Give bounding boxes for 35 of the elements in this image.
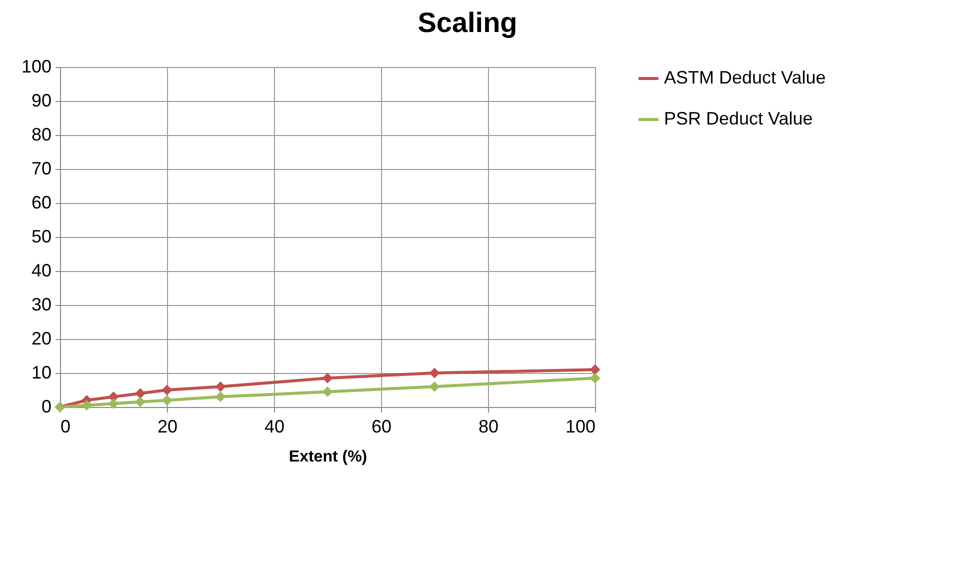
point xyxy=(429,381,440,392)
point xyxy=(108,398,119,409)
x-tick-label: 0 xyxy=(60,416,71,436)
y-tick-label: 50 xyxy=(31,226,52,246)
y-tick-label: 70 xyxy=(31,158,52,178)
chart-title: Scaling xyxy=(418,7,518,38)
x-tick-label: 80 xyxy=(478,416,499,436)
point xyxy=(590,364,600,375)
y-tick-label: 40 xyxy=(31,260,52,280)
point xyxy=(135,396,146,408)
point xyxy=(135,388,146,399)
y-tick-label: 90 xyxy=(31,90,52,110)
y-tick-label: 20 xyxy=(31,328,52,348)
y-tick-label: 80 xyxy=(31,124,52,144)
point xyxy=(215,381,226,392)
x-tick-label: 20 xyxy=(157,416,178,436)
point xyxy=(590,372,600,384)
point xyxy=(429,368,440,378)
x-axis-title: Extent (%) xyxy=(288,448,368,466)
point xyxy=(162,394,172,406)
y-tick-label: 0 xyxy=(41,396,52,416)
point xyxy=(322,372,333,384)
y-tick-label: 100 xyxy=(21,56,52,76)
y-tick-label: 10 xyxy=(31,362,52,382)
x-tick-label: 40 xyxy=(264,416,285,436)
point xyxy=(82,400,92,411)
y-tick-label: 30 xyxy=(31,294,52,314)
legend-label: ASTM Deduct Value xyxy=(664,68,826,88)
x-tick-label: 60 xyxy=(371,416,392,436)
point xyxy=(162,384,172,396)
y-tick-label: 60 xyxy=(31,192,52,212)
point xyxy=(322,386,333,397)
point xyxy=(215,392,226,402)
legend-label: PSR Deduct Value xyxy=(664,108,813,128)
x-tick-label: 100 xyxy=(565,416,596,436)
